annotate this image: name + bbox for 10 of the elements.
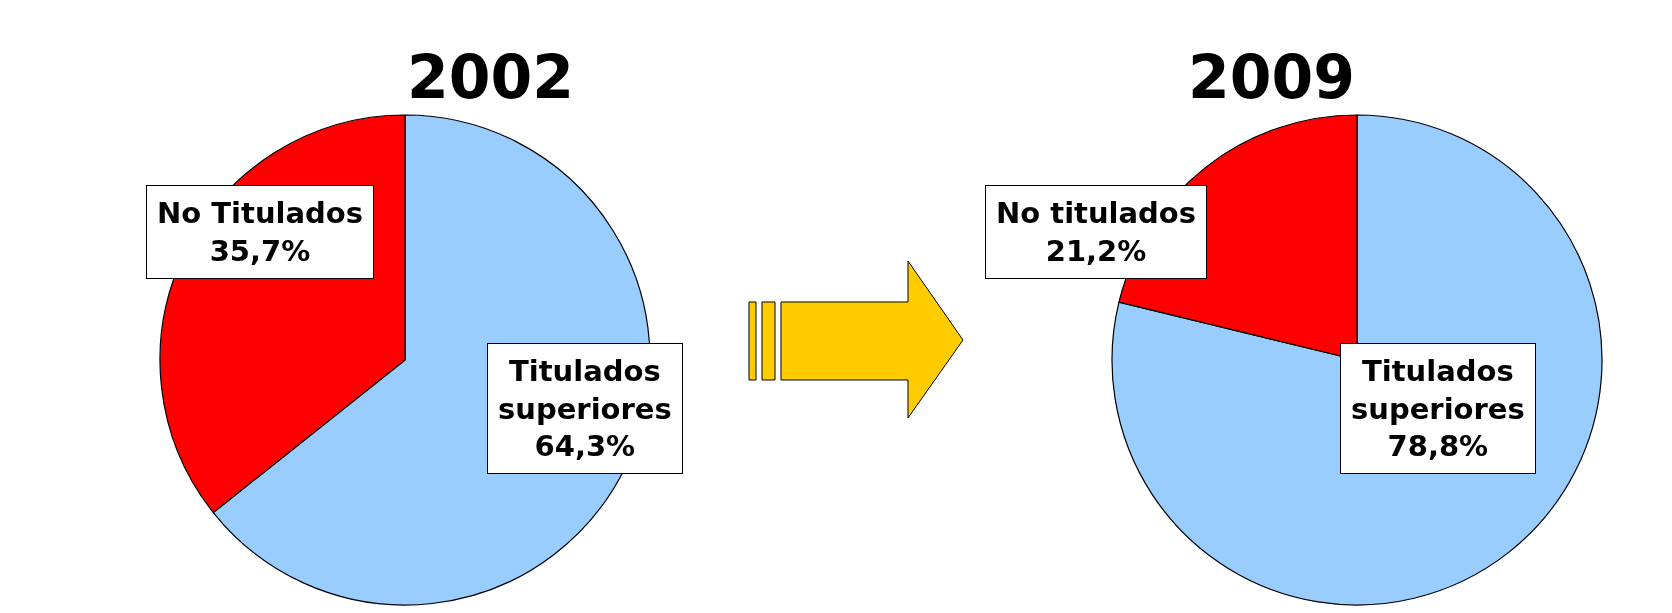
slice-label: Titulados superiores xyxy=(498,354,672,426)
chart-title: 2009 xyxy=(1188,42,1355,112)
data-label: 64,3% xyxy=(534,429,636,464)
data-label: 21,2% xyxy=(1045,233,1147,268)
data-label: 78,8% xyxy=(1387,429,1489,464)
slice-label: Titulados superiores xyxy=(1351,354,1525,426)
chart-title: 2002 xyxy=(407,42,574,112)
data-label: 35,7% xyxy=(209,233,311,268)
slice-label: No Titulados xyxy=(157,196,363,230)
slice-label: No titulados xyxy=(996,196,1197,230)
